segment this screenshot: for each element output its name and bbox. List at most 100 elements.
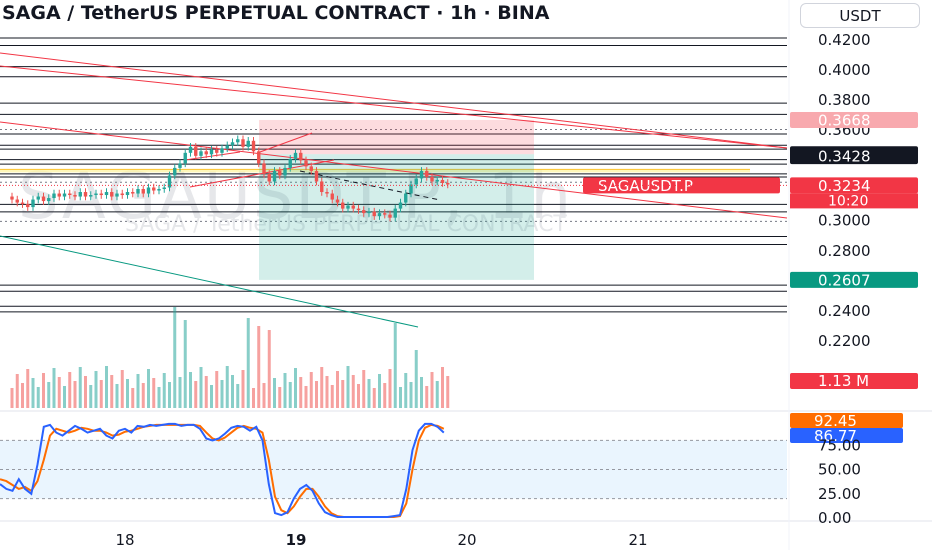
price-axis-label: 0.4200 <box>818 31 871 49</box>
trendline <box>0 121 788 219</box>
volume-bar <box>236 384 240 408</box>
candle <box>351 205 355 209</box>
stoch-axis-label: 50.00 <box>818 461 861 479</box>
price-axis-label: 0.2800 <box>818 242 871 260</box>
candle <box>47 198 51 202</box>
volume-bar <box>220 380 224 408</box>
candle <box>419 170 424 179</box>
volume-bar <box>267 330 271 408</box>
price-tag-value: 0.2607 <box>818 271 871 289</box>
volume-bar <box>393 323 397 408</box>
candle <box>20 202 25 205</box>
volume-bar <box>425 386 429 408</box>
volume-bar <box>288 382 292 408</box>
volume-bar <box>330 385 334 408</box>
candle <box>31 199 35 208</box>
volume-bar <box>315 381 318 408</box>
trendline <box>0 52 788 149</box>
candle <box>398 202 403 209</box>
volume-bar <box>309 372 313 408</box>
candle <box>446 182 450 185</box>
candle <box>136 189 140 194</box>
volume-bar <box>383 383 387 408</box>
volume-bar <box>204 376 208 408</box>
volume-bar <box>278 387 282 408</box>
volume-bar <box>262 383 266 408</box>
trendline <box>0 65 788 149</box>
volume-bar <box>68 372 72 408</box>
candle <box>89 195 93 197</box>
candle <box>430 176 434 182</box>
volume-bar <box>257 326 261 408</box>
volume-bar <box>241 370 245 408</box>
candle <box>409 184 413 194</box>
candle <box>146 187 151 194</box>
volume-bar <box>136 374 140 408</box>
volume-bar <box>215 371 219 408</box>
candle <box>104 192 109 196</box>
candle <box>41 196 46 202</box>
volume-bar <box>325 376 329 408</box>
candle <box>341 202 345 209</box>
candle <box>199 151 203 156</box>
volume-bar <box>26 369 30 408</box>
trendline <box>184 151 241 161</box>
candle <box>162 187 166 190</box>
price-axis-label: 0.3000 <box>818 212 871 230</box>
price-tag-value: 0.3668 <box>818 111 871 129</box>
candle <box>36 196 40 200</box>
candle <box>383 213 387 215</box>
candle <box>230 142 235 146</box>
volume-bar <box>47 382 51 408</box>
candle <box>194 146 198 156</box>
volume-bar <box>346 366 350 408</box>
volume-bar <box>99 380 103 408</box>
candle <box>299 152 303 161</box>
candle <box>335 199 340 203</box>
candle <box>225 145 229 149</box>
candle <box>157 189 161 191</box>
price-tag <box>790 148 918 165</box>
candle <box>257 151 261 164</box>
candle <box>241 139 245 147</box>
volume-bar <box>183 320 187 408</box>
candle <box>288 158 292 168</box>
candle <box>141 189 145 194</box>
candle <box>78 192 82 197</box>
candle <box>62 193 67 197</box>
volume-bar <box>299 377 303 408</box>
volume-bar <box>273 378 276 408</box>
volume-bar <box>157 387 161 408</box>
volume-bar <box>283 373 287 408</box>
volume-bar <box>304 386 308 408</box>
volume-bar <box>210 385 213 408</box>
candle <box>393 208 397 218</box>
volume-bar <box>420 377 423 408</box>
trendline <box>259 132 313 153</box>
candle <box>372 211 376 217</box>
stoch-axis-label: 0.00 <box>818 509 851 527</box>
candle <box>68 193 72 196</box>
volume-bar <box>173 307 177 408</box>
candle <box>293 152 298 159</box>
volume-bar <box>52 368 56 408</box>
candle <box>178 163 182 168</box>
volume-bar <box>15 374 19 408</box>
volume-bar <box>378 374 381 408</box>
volume-bar <box>162 373 166 408</box>
volume-bar <box>294 368 297 408</box>
currency-button[interactable]: USDT <box>800 3 920 28</box>
candle <box>220 148 224 153</box>
candle <box>272 170 277 182</box>
volume-bar <box>430 372 434 408</box>
volume-bar <box>84 376 87 408</box>
candle <box>26 204 30 208</box>
stoch-d-tag <box>790 413 903 428</box>
volume-tag <box>790 373 918 389</box>
volume-bar <box>446 376 450 408</box>
volume-bar <box>57 377 61 408</box>
volume-bar <box>110 375 114 408</box>
volume-bars <box>10 307 450 408</box>
candle <box>346 205 350 209</box>
